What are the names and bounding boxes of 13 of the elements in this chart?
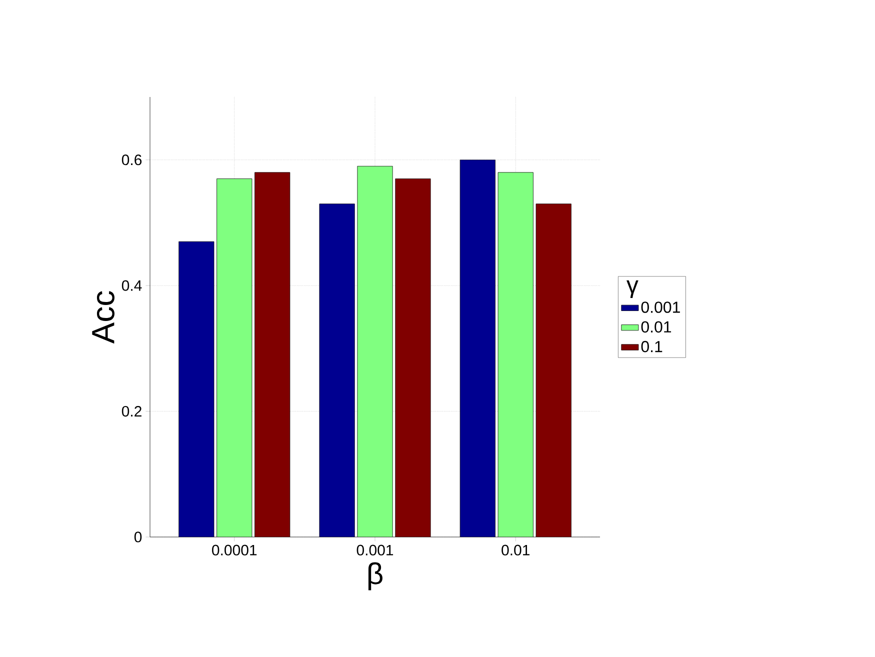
legend-label: 0.01: [641, 321, 672, 333]
x-axis-title: β: [368, 562, 382, 590]
y-tick-label: 0.4: [122, 280, 142, 291]
y-tick-label: 0: [134, 532, 142, 542]
x-tick-label: 0.01: [502, 544, 530, 556]
y-tick-label: 0.2: [122, 406, 142, 417]
x-tick-label: 0.0001: [212, 544, 257, 556]
y-axis-title: Acc: [92, 291, 114, 344]
x-tick-label: 0.001: [356, 544, 394, 556]
legend-label: 0.001: [641, 302, 680, 313]
y-tick-label: 0.6: [122, 154, 142, 166]
legend-label: 0.1: [641, 340, 662, 352]
legend-title: γ: [626, 280, 638, 298]
